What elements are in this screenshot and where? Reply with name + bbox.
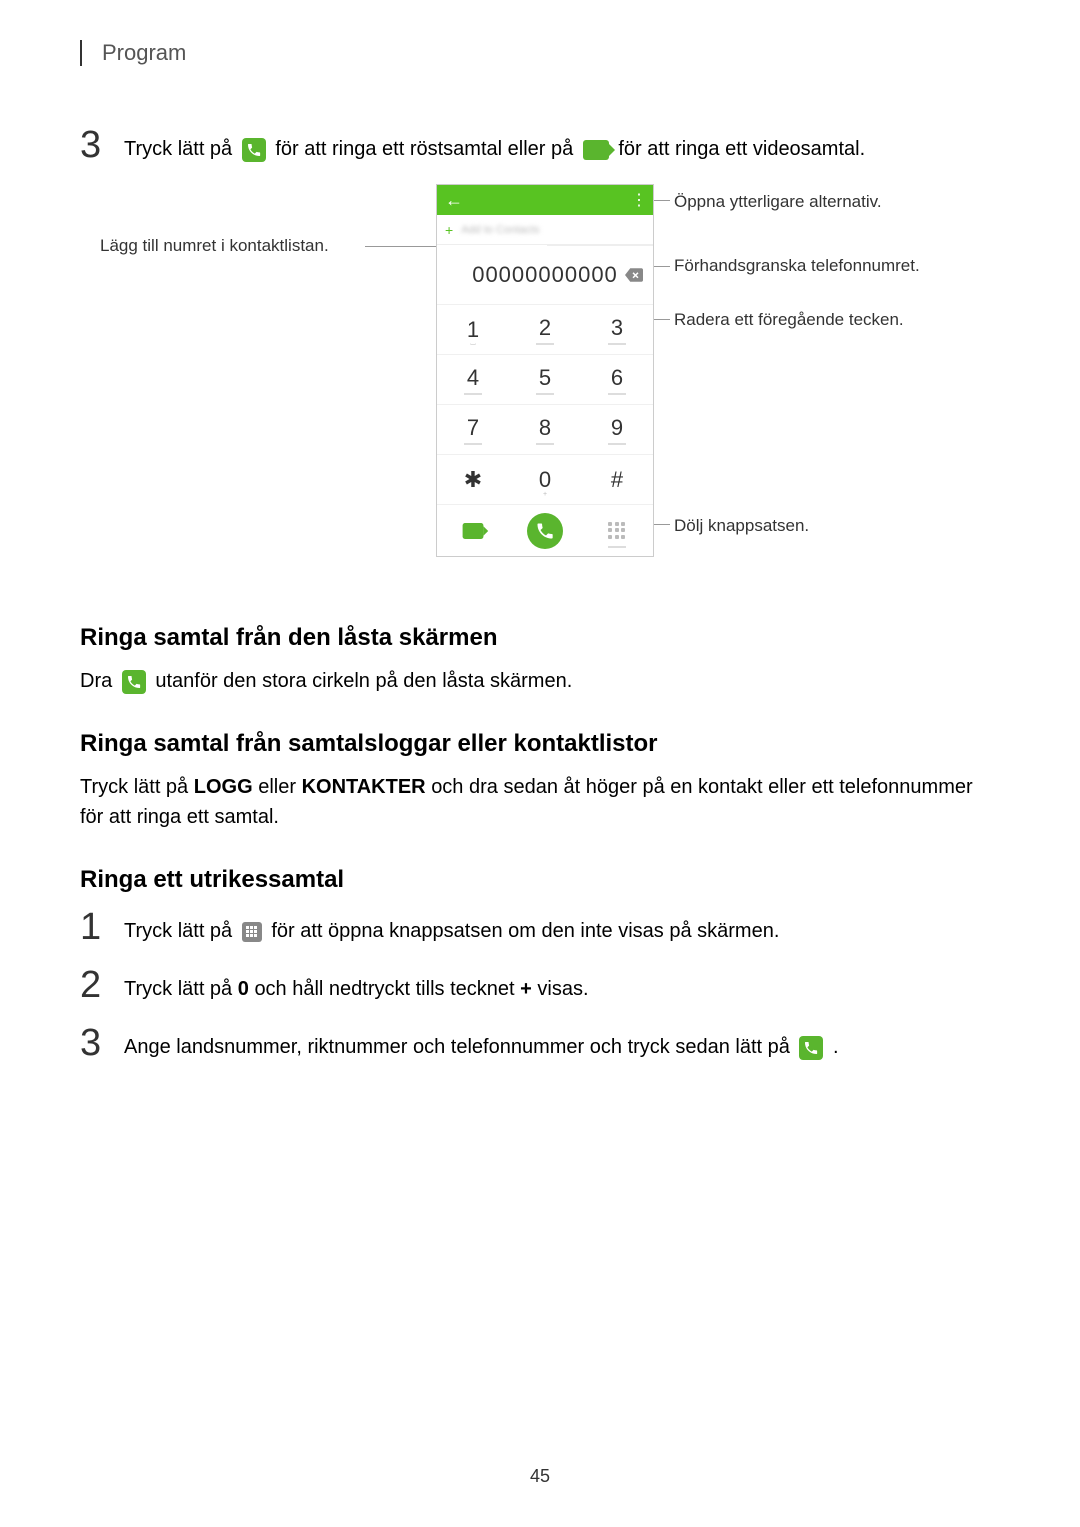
add-to-contacts-label: Add to Contacts [461, 224, 539, 236]
step3-text-c: för att ringa ett videosamtal. [618, 138, 865, 160]
intl2-b: och håll nedtryckt tills tecknet [254, 978, 514, 1000]
video-call-icon [583, 140, 609, 160]
intl3-b: . [833, 1036, 839, 1058]
section-locked-body: Dra utanför den stora cirkeln på den lås… [80, 666, 1000, 696]
section-logs-title: Ringa samtal från samtalsloggar eller ko… [80, 730, 1000, 758]
intl-step1-num: 1 [80, 908, 124, 946]
intl2-a: Tryck lätt på [124, 978, 232, 1000]
keypad: 1⌴ 2 3 4 5 6 7 8 9 ✱ 0+ # [437, 304, 653, 504]
hide-keypad-button[interactable] [581, 505, 653, 556]
key-3[interactable]: 3 [581, 304, 653, 354]
key-hash[interactable]: # [581, 454, 653, 504]
phone-call-icon [122, 670, 146, 694]
key-0[interactable]: 0+ [509, 454, 581, 504]
phone-topbar: ← ⋮ [437, 185, 653, 215]
backspace-icon[interactable] [625, 262, 643, 288]
section-logs-body: Tryck lätt på LOGG eller KONTAKTER och d… [80, 772, 1000, 832]
key-4[interactable]: 4 [437, 354, 509, 404]
intl2-zero: 0 [238, 978, 249, 1000]
phone-call-icon [242, 138, 266, 162]
phone-mock: ← ⋮ + Add to Contacts 00000000000 1⌴ 2 3… [436, 184, 654, 557]
page-header: Program [80, 40, 1000, 66]
plus-icon: + [445, 222, 453, 238]
callout-delete-char: Radera ett föregående tecken. [674, 310, 904, 330]
logs-kontakter: KONTAKTER [302, 776, 426, 798]
intl-step-1: 1 Tryck lätt på för att öppna knappsatse… [80, 908, 1000, 946]
intl2-plus: + [520, 978, 532, 1000]
intl1-a: Tryck lätt på [124, 920, 232, 942]
back-arrow-icon[interactable]: ← [445, 190, 463, 211]
intl-step3-num: 3 [80, 1024, 124, 1062]
intl-step-2: 2 Tryck lätt på 0 och håll nedtryckt til… [80, 966, 1000, 1004]
intl1-b: för att öppna knappsatsen om den inte vi… [271, 920, 779, 942]
dialer-diagram: Lägg till numret i kontaktlistan. Öppna … [80, 184, 1000, 584]
key-5[interactable]: 5 [509, 354, 581, 404]
logs-eller: eller [258, 776, 296, 798]
section-intl-title: Ringa ett utrikessamtal [80, 866, 1000, 894]
more-options-icon[interactable]: ⋮ [631, 190, 645, 210]
phone-number-value: 00000000000 [472, 262, 618, 288]
keypad-icon [242, 922, 262, 942]
logs-logg: LOGG [194, 776, 253, 798]
key-1[interactable]: 1⌴ [437, 304, 509, 354]
key-9[interactable]: 9 [581, 404, 653, 454]
add-to-contacts-row[interactable]: + Add to Contacts [437, 215, 653, 245]
phone-action-row [437, 504, 653, 556]
callout-more-options: Öppna ytterligare alternativ. [674, 192, 882, 212]
video-call-button[interactable] [437, 505, 509, 556]
keypad-icon [608, 522, 626, 540]
phone-call-icon [799, 1036, 823, 1060]
step3-text-a: Tryck lätt på [124, 138, 232, 160]
key-star[interactable]: ✱ [437, 454, 509, 504]
key-7[interactable]: 7 [437, 404, 509, 454]
step3-text-b: för att ringa ett röstsamtal eller på [275, 138, 573, 160]
callout-add-contact: Lägg till numret i kontaktlistan. [100, 236, 329, 256]
intl-step2-num: 2 [80, 966, 124, 1004]
callout-preview-number: Förhandsgranska telefonnumret. [674, 256, 920, 276]
key-8[interactable]: 8 [509, 404, 581, 454]
locked-text-b: utanför den stora cirkeln på den låsta s… [155, 670, 572, 692]
page-header-title: Program [102, 40, 1000, 66]
intl3-a: Ange landsnummer, riktnummer och telefon… [124, 1036, 790, 1058]
locked-text-a: Dra [80, 670, 112, 692]
step-3-row: 3 Tryck lätt på för att ringa ett röstsa… [80, 126, 1000, 164]
callout-hide-keypad: Dölj knappsatsen. [674, 516, 809, 536]
logs-text-a: Tryck lätt på [80, 776, 188, 798]
page-number: 45 [0, 1466, 1080, 1487]
intl2-c: visas. [537, 978, 588, 1000]
voice-call-button[interactable] [509, 505, 581, 556]
step-3-number: 3 [80, 126, 124, 164]
key-6[interactable]: 6 [581, 354, 653, 404]
section-locked-title: Ringa samtal från den låsta skärmen [80, 624, 1000, 652]
intl-step-3: 3 Ange landsnummer, riktnummer och telef… [80, 1024, 1000, 1062]
key-2[interactable]: 2 [509, 304, 581, 354]
phone-number-display: 00000000000 [437, 246, 653, 304]
step-3-text: Tryck lätt på för att ringa ett röstsamt… [124, 126, 865, 164]
